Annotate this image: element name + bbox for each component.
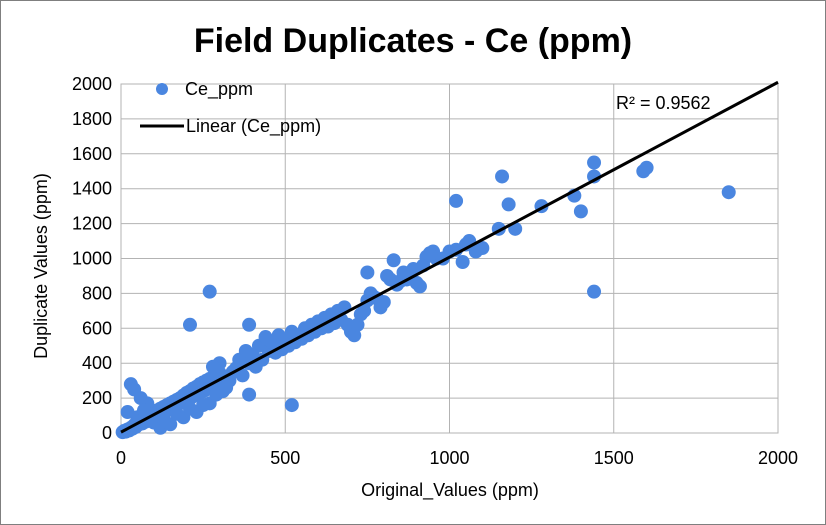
data-point <box>455 254 470 269</box>
trendline-path <box>120 80 779 434</box>
data-point <box>721 185 736 200</box>
data-point <box>284 398 299 413</box>
legend-label-line: Linear (Ce_ppm) <box>186 116 321 137</box>
data-point <box>495 169 510 184</box>
x-tick-labels: 0 500 1000 1500 2000 <box>116 448 798 468</box>
trendline <box>120 80 779 434</box>
y-tick-label: 0 <box>102 423 112 443</box>
data-point <box>639 160 654 175</box>
data-point <box>386 253 401 268</box>
data-point <box>587 155 602 170</box>
data-point <box>235 368 250 383</box>
y-tick-labels: 0 200 400 600 800 1000 1200 1400 1600 1800 2000 <box>72 74 112 443</box>
x-tick-label: 1000 <box>429 448 469 468</box>
data-point <box>163 417 178 432</box>
y-tick-label: 200 <box>82 388 112 408</box>
x-tick-label: 0 <box>116 448 126 468</box>
y-tick-label: 600 <box>82 318 112 338</box>
x-tick-label: 500 <box>270 448 300 468</box>
y-tick-label: 1400 <box>72 179 112 199</box>
data-points <box>115 155 736 440</box>
data-point <box>376 295 391 310</box>
y-tick-label: 800 <box>82 283 112 303</box>
r-squared-annotation: R² = 0.9562 <box>616 93 711 113</box>
x-tick-label: 2000 <box>758 448 798 468</box>
data-point <box>136 403 151 418</box>
legend: Ce_ppm Linear (Ce_ppm) <box>140 79 321 137</box>
data-point <box>449 193 464 208</box>
y-tick-label: 400 <box>82 353 112 373</box>
data-point <box>422 248 437 263</box>
data-point <box>202 284 217 299</box>
y-tick-label: 2000 <box>72 74 112 94</box>
data-point <box>242 387 257 402</box>
data-point <box>360 265 375 280</box>
y-axis-label: Duplicate Values (ppm) <box>31 173 51 359</box>
chart-title: Field Duplicates - Ce (ppm) <box>194 22 632 60</box>
x-axis-label: Original_Values (ppm) <box>361 480 539 501</box>
data-point <box>501 197 516 212</box>
data-point <box>587 284 602 299</box>
legend-marker-scatter <box>156 83 168 95</box>
data-point <box>182 317 197 332</box>
data-point <box>573 204 588 219</box>
y-tick-label: 1000 <box>72 249 112 269</box>
data-point <box>412 279 427 294</box>
legend-label-scatter: Ce_ppm <box>185 79 253 100</box>
y-tick-label: 1200 <box>72 214 112 234</box>
data-point <box>242 317 257 332</box>
x-tick-label: 1500 <box>594 448 634 468</box>
y-tick-label: 1600 <box>72 144 112 164</box>
y-tick-label: 1800 <box>72 109 112 129</box>
data-point <box>475 241 490 256</box>
data-point <box>205 359 220 374</box>
